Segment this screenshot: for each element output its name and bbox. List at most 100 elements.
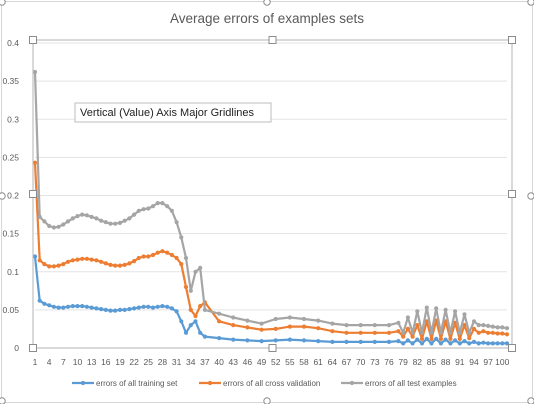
data-point[interactable] [32, 69, 38, 75]
data-point[interactable] [183, 255, 189, 261]
data-point[interactable] [443, 307, 448, 312]
data-point[interactable] [193, 313, 198, 319]
data-point[interactable] [448, 336, 453, 341]
data-point[interactable] [405, 315, 410, 320]
data-point[interactable] [127, 261, 132, 266]
data-point[interactable] [386, 339, 392, 344]
data-point[interactable] [122, 262, 127, 267]
data-point[interactable] [259, 321, 264, 326]
data-point[interactable] [141, 254, 146, 259]
data-point[interactable] [301, 324, 307, 329]
data-point[interactable] [486, 341, 491, 346]
data-point[interactable] [75, 214, 80, 219]
data-point[interactable] [504, 332, 510, 337]
data-point[interactable] [259, 327, 264, 332]
series-line[interactable] [33, 256, 507, 345]
data-point[interactable] [358, 330, 363, 335]
data-point[interactable] [56, 305, 61, 310]
data-point[interactable] [146, 254, 151, 259]
data-point[interactable] [316, 339, 321, 344]
data-point[interactable] [61, 305, 66, 310]
data-point[interactable] [471, 326, 477, 331]
data-point[interactable] [495, 331, 500, 336]
data-point[interactable] [448, 341, 453, 346]
data-point[interactable] [108, 221, 113, 226]
data-point[interactable] [198, 265, 203, 270]
data-point[interactable] [198, 304, 203, 309]
data-point[interactable] [108, 262, 113, 267]
data-point[interactable] [396, 339, 401, 344]
data-point[interactable] [155, 201, 160, 206]
data-point[interactable] [372, 330, 377, 335]
data-point[interactable] [287, 315, 292, 320]
data-point[interactable] [245, 325, 250, 330]
data-point[interactable] [65, 219, 71, 224]
data-point[interactable] [462, 323, 467, 328]
data-point[interactable] [410, 330, 415, 335]
data-point[interactable] [316, 326, 321, 331]
resize-handle[interactable] [508, 344, 516, 352]
plot-area-selection-frame[interactable] [32, 39, 513, 349]
data-point[interactable] [443, 337, 448, 342]
data-point[interactable] [330, 339, 335, 344]
data-point[interactable] [94, 258, 99, 263]
data-point[interactable] [37, 298, 42, 303]
data-point[interactable] [42, 262, 47, 267]
data-point[interactable] [429, 341, 434, 346]
data-point[interactable] [188, 307, 193, 312]
data-point[interactable] [273, 326, 278, 331]
data-point[interactable] [47, 223, 52, 229]
data-point[interactable] [245, 338, 250, 343]
data-point[interactable] [127, 307, 132, 312]
data-point[interactable] [155, 250, 160, 255]
data-point[interactable] [301, 338, 307, 343]
data-point[interactable] [330, 329, 335, 334]
resize-handle[interactable] [268, 344, 277, 352]
data-point[interactable] [65, 304, 71, 309]
data-point[interactable] [457, 341, 462, 346]
data-point[interactable] [84, 304, 89, 309]
data-point[interactable] [75, 257, 80, 262]
data-point[interactable] [490, 341, 495, 346]
data-point[interactable] [32, 160, 38, 165]
data-point[interactable] [198, 330, 203, 335]
data-point[interactable] [481, 329, 486, 334]
data-point[interactable] [273, 338, 278, 343]
y-axis-tick-labels[interactable]: 0 0.05 0.1 0.15 0.2 0.25 0.3 0.35 0.4 [2, 38, 19, 353]
data-point[interactable] [47, 264, 52, 269]
data-point[interactable] [217, 336, 222, 341]
data-point[interactable] [80, 256, 85, 261]
data-point[interactable] [169, 208, 174, 213]
data-point[interactable] [429, 330, 434, 335]
data-point[interactable] [183, 330, 189, 335]
data-point[interactable] [476, 330, 481, 335]
data-point[interactable] [467, 336, 472, 341]
data-point[interactable] [424, 336, 429, 341]
data-point[interactable] [51, 225, 57, 230]
data-point[interactable] [174, 309, 179, 314]
data-point[interactable] [89, 305, 94, 310]
data-point[interactable] [179, 262, 184, 267]
gridlines[interactable] [35, 42, 507, 311]
chart-resize-handle[interactable] [527, 397, 534, 404]
data-point[interactable] [217, 311, 222, 316]
data-point[interactable] [169, 306, 174, 311]
data-point[interactable] [457, 336, 462, 341]
data-point[interactable] [358, 339, 363, 344]
data-point[interactable] [179, 319, 184, 324]
resize-handle[interactable] [29, 36, 37, 44]
data-point[interactable] [462, 312, 467, 317]
data-point[interactable] [500, 325, 505, 330]
data-point[interactable] [504, 326, 510, 331]
data-point[interactable] [132, 212, 137, 217]
legend-entry[interactable]: errors of all cross validation [199, 379, 320, 388]
data-point[interactable] [117, 307, 123, 312]
data-point[interactable] [467, 341, 472, 346]
data-point[interactable] [122, 307, 127, 312]
resize-handle[interactable] [508, 36, 516, 44]
chart-resize-handle[interactable] [0, 397, 6, 404]
data-point[interactable] [165, 250, 170, 255]
data-point[interactable] [495, 341, 500, 346]
data-point[interactable] [448, 330, 453, 335]
data-point[interactable] [103, 220, 108, 225]
